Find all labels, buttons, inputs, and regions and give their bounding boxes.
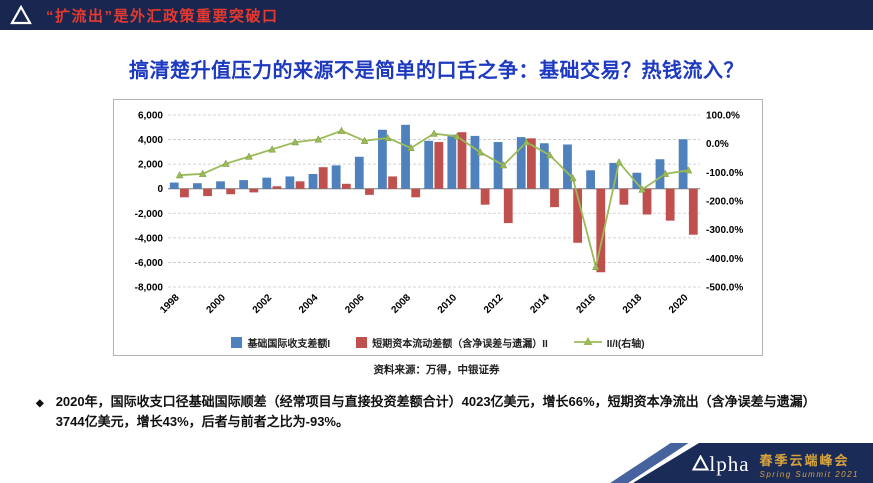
svg-text:2020: 2020 bbox=[667, 292, 691, 316]
basic-balance-bars bbox=[169, 124, 688, 189]
svg-text:2016: 2016 bbox=[575, 292, 599, 316]
legend-label-short-term-capital: 短期资本流动差额（含净误差与遗漏）II bbox=[372, 339, 548, 350]
svg-text:2006: 2006 bbox=[343, 292, 367, 316]
left-axis-label: 0 bbox=[157, 184, 163, 195]
left-axis-label: -6,000 bbox=[135, 258, 164, 269]
right-axis-label: -300.0% bbox=[706, 225, 743, 236]
legend-item-basic-balance: 基础国际收支差额I bbox=[231, 335, 330, 350]
svg-text:2010: 2010 bbox=[436, 292, 460, 316]
svg-text:2004: 2004 bbox=[297, 292, 321, 316]
bullet-text: 2020年，国际收支口径基础国际顺差（经常项目与直接投资差额合计）4023亿美元… bbox=[55, 394, 816, 430]
left-axis-label: -2,000 bbox=[135, 209, 164, 220]
short-term-capital-bars bbox=[180, 132, 698, 273]
source-note: 资料来源：万得，中银证券 bbox=[373, 364, 500, 376]
right-axis-label: -100.0% bbox=[706, 168, 743, 179]
left-axis-label: -8,000 bbox=[135, 283, 164, 294]
ratio-line-markers bbox=[175, 126, 693, 270]
alpha-logo-icon bbox=[10, 5, 32, 25]
header-title: “扩流出”是外汇政策重要突破口 bbox=[46, 7, 279, 25]
top-header-bar: “扩流出”是外汇政策重要突破口 bbox=[0, 0, 873, 30]
event-name-en: Spring Summit 2021 bbox=[759, 470, 859, 479]
bullet-block: ◆ 2020年，国际收支口径基础国际顺差（经常项目与直接投资差额合计）4023亿… bbox=[36, 392, 838, 432]
bop-chart: 6,000 4,000 2,000 0 -2,000 -4,000 -6,000 -8,000… bbox=[135, 111, 744, 316]
right-axis-label: 100.0% bbox=[706, 111, 740, 122]
svg-text:2014: 2014 bbox=[528, 292, 552, 316]
right-axis-label: 0.0% bbox=[706, 139, 729, 150]
svg-text:2018: 2018 bbox=[621, 292, 645, 316]
alpha-brand-logo: lpha bbox=[692, 452, 749, 477]
svg-text:2008: 2008 bbox=[390, 292, 414, 316]
chart-panel: 6,000 4,000 2,000 0 -2,000 -4,000 -6,000 -8,000… bbox=[113, 99, 763, 356]
brand-text: lpha bbox=[709, 452, 750, 476]
legend-item-short-term-capital: 短期资本流动差额（含净误差与遗漏）II bbox=[356, 335, 548, 350]
ratio-line bbox=[179, 129, 689, 268]
event-name-cn: 春季云端峰会 bbox=[759, 453, 850, 468]
diamond-bullet-icon: ◆ bbox=[36, 398, 44, 409]
legend-label-ratio: II/I(右轴) bbox=[606, 339, 645, 350]
svg-text:2012: 2012 bbox=[482, 292, 506, 316]
right-axis-label: -500.0% bbox=[706, 283, 743, 294]
legend-label-basic-balance: 基础国际收支差额I bbox=[247, 339, 331, 350]
left-axis-label: 4,000 bbox=[138, 135, 163, 146]
gridlines bbox=[168, 114, 700, 288]
footer-content: lpha 春季云端峰会 Spring Summit 2021 bbox=[692, 450, 859, 479]
left-axis-label: 2,000 bbox=[138, 160, 163, 171]
svg-text:2000: 2000 bbox=[204, 292, 228, 316]
right-axis-label: -400.0% bbox=[706, 254, 743, 265]
blue-bar-swatch-icon bbox=[231, 337, 243, 348]
legend-item-ratio-line: II/I(右轴) bbox=[573, 335, 645, 350]
svg-text:1998: 1998 bbox=[158, 292, 182, 316]
left-axis-label: -4,000 bbox=[135, 233, 164, 244]
chart-legend: 基础国际收支差额I 短期资本流动差额（含净误差与遗漏）II II/I(右轴) bbox=[114, 335, 762, 350]
x-axis-labels: 1998 2000 2002 2004 2006 2008 2010 2012 2014 2016… bbox=[158, 292, 691, 316]
event-text: 春季云端峰会 Spring Summit 2021 bbox=[760, 450, 859, 479]
slide-title: 搞清楚升值压力的来源不是简单的口舌之争：基础交易？热钱流入？ bbox=[129, 60, 744, 82]
green-line-swatch-icon bbox=[573, 336, 602, 350]
alpha-triangle-icon bbox=[692, 455, 710, 471]
right-axis-label: -200.0% bbox=[706, 197, 743, 208]
svg-text:2002: 2002 bbox=[251, 292, 275, 316]
left-axis-label: 6,000 bbox=[138, 111, 163, 122]
red-bar-swatch-icon bbox=[356, 337, 368, 348]
